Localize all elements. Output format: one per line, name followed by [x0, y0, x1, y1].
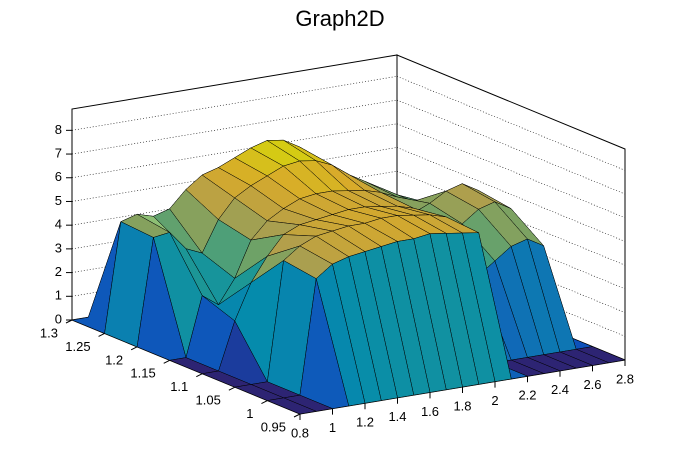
grid-line [71, 76, 398, 131]
z-tick-label: 6 [55, 169, 62, 184]
x-tick-label: 2 [491, 393, 498, 408]
y-tick-label: 1.1 [170, 379, 188, 394]
z-tick-label: 0 [55, 311, 62, 326]
grid-line [71, 170, 398, 226]
x-tick-label: 2.6 [583, 377, 601, 392]
y-tick-label: 1 [246, 406, 253, 421]
x-tick-label: 1.6 [421, 404, 439, 419]
x-tick-label: 0.8 [291, 425, 309, 440]
grid-line [71, 99, 398, 155]
x-tick-label: 2.4 [551, 382, 569, 397]
y-tick-label: 1.15 [130, 366, 155, 381]
y-tick [65, 319, 73, 324]
surface-cell [266, 397, 318, 415]
grid-line [396, 76, 626, 171]
grid-line [396, 123, 626, 219]
y-tick [293, 413, 301, 418]
y-tick-label: 1.25 [65, 339, 90, 354]
z-tick-label: 5 [55, 193, 62, 208]
y-tick [98, 332, 105, 337]
z-tick-label: 3 [55, 240, 62, 255]
z-tick-label: 7 [55, 145, 62, 160]
z-tick-label: 2 [55, 264, 62, 279]
x-tick-label: 2.8 [616, 371, 634, 386]
x-tick-label: 1.4 [388, 409, 406, 424]
z-tick-label: 4 [55, 217, 62, 232]
y-tick [261, 400, 268, 405]
y-tick [228, 386, 236, 391]
grid-line [396, 147, 626, 242]
y-tick [163, 359, 170, 364]
x-tick-label: 2.2 [518, 388, 536, 403]
grid-line [71, 147, 398, 202]
x-tick-label: 1.8 [453, 398, 471, 413]
chart-title: Graph2D [295, 6, 384, 31]
grid-line [71, 123, 398, 179]
y-tick-label: 0.95 [261, 419, 286, 434]
y-tick-label: 1.2 [105, 352, 123, 367]
y-tick [196, 373, 203, 378]
x-tick-label: 1.2 [356, 415, 374, 430]
y-tick-label: 1.05 [196, 393, 221, 408]
z-tick-label: 8 [55, 122, 62, 137]
y-tick [130, 346, 138, 351]
grid-line [396, 99, 626, 195]
x-tick-label: 1 [329, 420, 336, 435]
z-tick-label: 1 [55, 288, 62, 303]
y-tick-label: 1.3 [40, 325, 58, 340]
